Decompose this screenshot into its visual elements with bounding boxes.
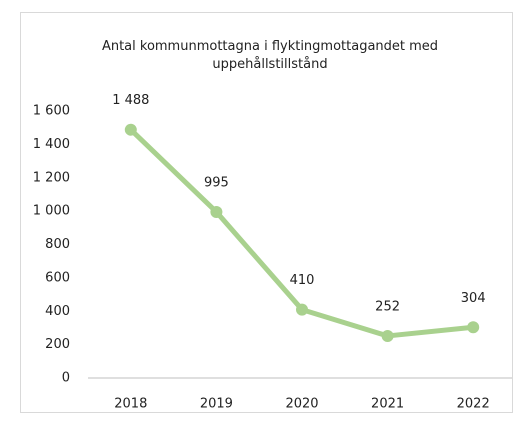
x-tick-label: 2018 [114,397,147,412]
y-tick-label: 1 000 [33,204,70,219]
point [210,205,223,218]
data-label: 304 [461,291,486,306]
data-label: 252 [375,299,400,314]
data-label: 995 [204,175,229,190]
y-tick-label: 1 200 [33,170,70,185]
data-label: 410 [290,273,315,288]
x-tick-label: 2020 [285,397,318,412]
y-tick-label: 1 600 [33,104,70,119]
y-tick-label: 600 [45,270,70,285]
chart-border [20,12,513,413]
point [381,329,394,342]
chart-title: Antal kommunmottagna i flyktingmottagand… [101,39,439,72]
point [467,321,480,334]
y-tick-label: 200 [45,337,70,352]
point [124,123,137,136]
x-tick-label: 2021 [371,397,404,412]
y-tick-label: 400 [45,304,70,319]
y-tick-label: 800 [45,237,70,252]
x-tick-label: 2019 [200,397,233,412]
x-tick-label: 2022 [457,397,490,412]
point [296,303,308,316]
y-tick-label: 1 400 [33,137,70,152]
data-label: 1 488 [112,93,149,108]
y-tick-label: 0 [62,371,70,386]
